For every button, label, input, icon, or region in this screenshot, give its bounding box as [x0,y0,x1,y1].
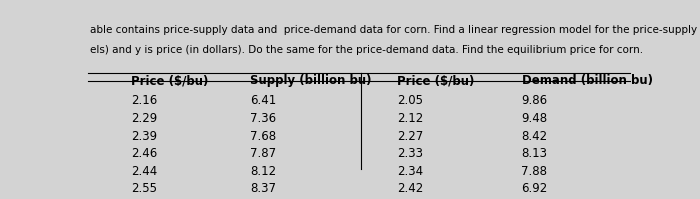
Text: 2.12: 2.12 [397,112,423,125]
Text: 2.33: 2.33 [397,147,423,160]
Text: 7.88: 7.88 [522,165,547,178]
Text: 2.05: 2.05 [397,94,423,107]
Text: 2.46: 2.46 [131,147,157,160]
Text: able contains price-supply data and  price-demand data for corn. Find a linear r: able contains price-supply data and pric… [90,25,700,35]
Text: Price ($/bu): Price ($/bu) [397,74,474,87]
Text: 7.87: 7.87 [251,147,276,160]
Text: 2.39: 2.39 [131,130,157,143]
Text: 2.16: 2.16 [131,94,157,107]
Text: Supply (billion bu): Supply (billion bu) [251,74,372,87]
Text: 9.86: 9.86 [522,94,547,107]
Text: 8.37: 8.37 [251,182,276,195]
Text: 2.55: 2.55 [131,182,157,195]
Text: 7.36: 7.36 [251,112,276,125]
Text: 8.42: 8.42 [522,130,547,143]
Text: 9.48: 9.48 [522,112,547,125]
Text: 2.44: 2.44 [131,165,157,178]
Text: 2.42: 2.42 [397,182,423,195]
Text: 2.29: 2.29 [131,112,157,125]
Text: 6.92: 6.92 [522,182,547,195]
Text: 2.34: 2.34 [397,165,423,178]
Text: Demand (billion bu): Demand (billion bu) [522,74,652,87]
Text: 8.12: 8.12 [251,165,276,178]
Text: Price ($/bu): Price ($/bu) [131,74,209,87]
Text: 2.27: 2.27 [397,130,423,143]
Text: 6.41: 6.41 [251,94,276,107]
Text: 8.13: 8.13 [522,147,547,160]
Text: 7.68: 7.68 [251,130,276,143]
Text: els) and y is price (in dollars). Do the same for the price-demand data. Find th: els) and y is price (in dollars). Do the… [90,45,643,55]
